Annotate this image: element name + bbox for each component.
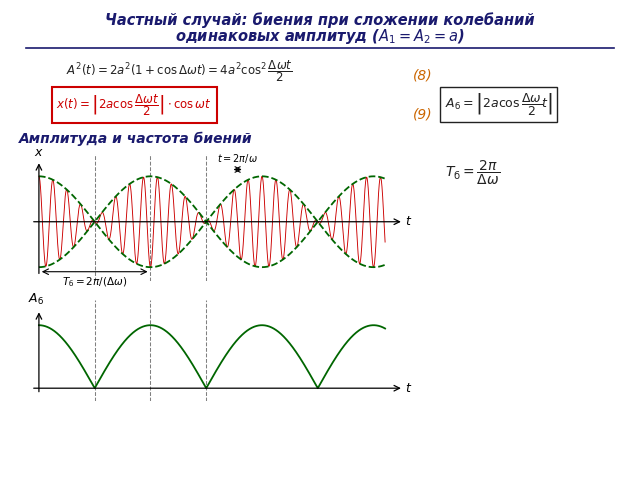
Text: одинаковых амплитуд ($A_1=A_2=a$): одинаковых амплитуд ($A_1=A_2=a$) — [175, 27, 465, 46]
Text: Частный случай: биения при сложении колебаний: Частный случай: биения при сложении коле… — [105, 12, 535, 28]
Text: $x(t) = \left|2a\cos\dfrac{\Delta\omega t}{2}\right|\cdot\cos\omega t$: $x(t) = \left|2a\cos\dfrac{\Delta\omega … — [56, 92, 212, 118]
Text: (8): (8) — [413, 68, 433, 82]
Text: $T_{\rm б} = \dfrac{2\pi}{\Delta\omega}$: $T_{\rm б} = \dfrac{2\pi}{\Delta\omega}$ — [445, 158, 500, 187]
Text: $t=2\pi/\omega$: $t=2\pi/\omega$ — [217, 153, 258, 166]
Text: (9): (9) — [413, 108, 433, 122]
Text: $A_{\rm б}$: $A_{\rm б}$ — [28, 292, 44, 307]
Text: $x$: $x$ — [34, 145, 44, 158]
Text: $A^{2}(t) = 2a^{2}(1+\cos\Delta\omega t) = 4a^{2}\cos^{2}\dfrac{\Delta\omega t}{: $A^{2}(t) = 2a^{2}(1+\cos\Delta\omega t)… — [66, 59, 292, 84]
Text: $t$: $t$ — [405, 382, 412, 395]
Text: Амплитуда и частота биений: Амплитуда и частота биений — [19, 132, 253, 146]
Text: $A_{\rm б} = \left|2a\cos\dfrac{\Delta\omega}{2}t\right|$: $A_{\rm б} = \left|2a\cos\dfrac{\Delta\o… — [445, 91, 553, 117]
Text: $t$: $t$ — [405, 215, 412, 228]
Text: $T_{\rm б}=2\pi/(\Delta\omega)$: $T_{\rm б}=2\pi/(\Delta\omega)$ — [62, 275, 127, 289]
